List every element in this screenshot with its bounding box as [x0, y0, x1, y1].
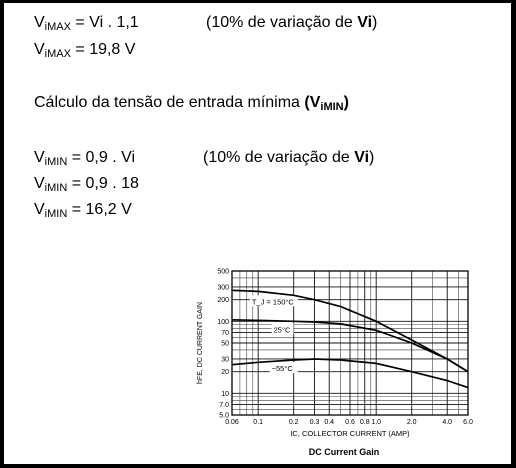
label-bg-25 [271, 323, 294, 335]
series-label-minus55c: −55°C [272, 364, 294, 373]
variation-note-max: (10% de variação de Vi) [206, 14, 378, 31]
label-bg-150 [249, 295, 298, 307]
y-tick-label: 30 [221, 356, 229, 363]
y-axis-title: hFE, DC CURRENT GAIN [197, 302, 204, 384]
plot-frame [231, 270, 469, 416]
vimin-substitution-line: ViMIN = 0,9 . 18 [34, 175, 139, 194]
vimax-result-line: ViMAX = 19,8 V [34, 41, 136, 60]
x-tick-label: 0.06 [225, 419, 239, 426]
series-curve-3 [231, 358, 469, 389]
x-tick-label: 6.0 [463, 419, 473, 426]
series-curve-2 [231, 318, 469, 373]
x-tick-label: 0.1 [253, 419, 263, 426]
vimin-formula-line: ViMIN = 0,9 . Vi [34, 149, 136, 168]
y-tick-label: 5.0 [219, 413, 229, 420]
x-tick-label: 0.3 [310, 419, 320, 426]
dc-current-gain-chart: T_J = 150°C 25°C −55°C 0.06 0.1 0.2 0.3 0.4 0.6 0… [188, 255, 495, 461]
y-tick-label: 20 [221, 369, 229, 376]
series-curve-1 [231, 289, 469, 373]
x-axis-title: IC, COLLECTOR CURRENT (AMP) [290, 429, 410, 438]
y-tick-label: 70 [221, 330, 229, 337]
x-tick-label: 1.0 [371, 419, 381, 426]
chart-caption: DC Current Gain [309, 447, 380, 457]
vimax-formula-line: ViMAX = Vi . 1,1 [34, 14, 139, 33]
y-tick-label: 10 [221, 391, 229, 398]
x-tick-label: 2.0 [407, 419, 417, 426]
document-page: ViMAX = Vi . 1,1 (10% de variação de Vi)… [4, 3, 511, 464]
y-tick-label: 300 [217, 284, 229, 291]
x-tick-label: 0.2 [289, 419, 299, 426]
y-tick-label: 7.0 [219, 402, 229, 409]
series-label-150c: T_J = 150°C [252, 297, 295, 306]
y-tick-label: 50 [221, 341, 229, 348]
x-tick-label: 4.0 [442, 419, 452, 426]
label-bg-m55 [269, 362, 298, 374]
x-tick-label: 0.4 [324, 419, 334, 426]
vimin-result-line: ViMIN = 16,2 V [34, 201, 132, 220]
y-tick-label: 200 [217, 297, 229, 304]
series-label-25c: 25°C [274, 325, 291, 334]
y-tick-label: 500 [217, 269, 229, 276]
x-tick-label: 0.8 [360, 419, 370, 426]
y-tick-label: 100 [217, 319, 229, 326]
vimin-heading: Cálculo da tensão de entrada mínima (ViM… [34, 94, 349, 113]
variation-note-min: (10% de variação de Vi) [203, 149, 375, 166]
x-tick-label: 0.6 [345, 419, 355, 426]
